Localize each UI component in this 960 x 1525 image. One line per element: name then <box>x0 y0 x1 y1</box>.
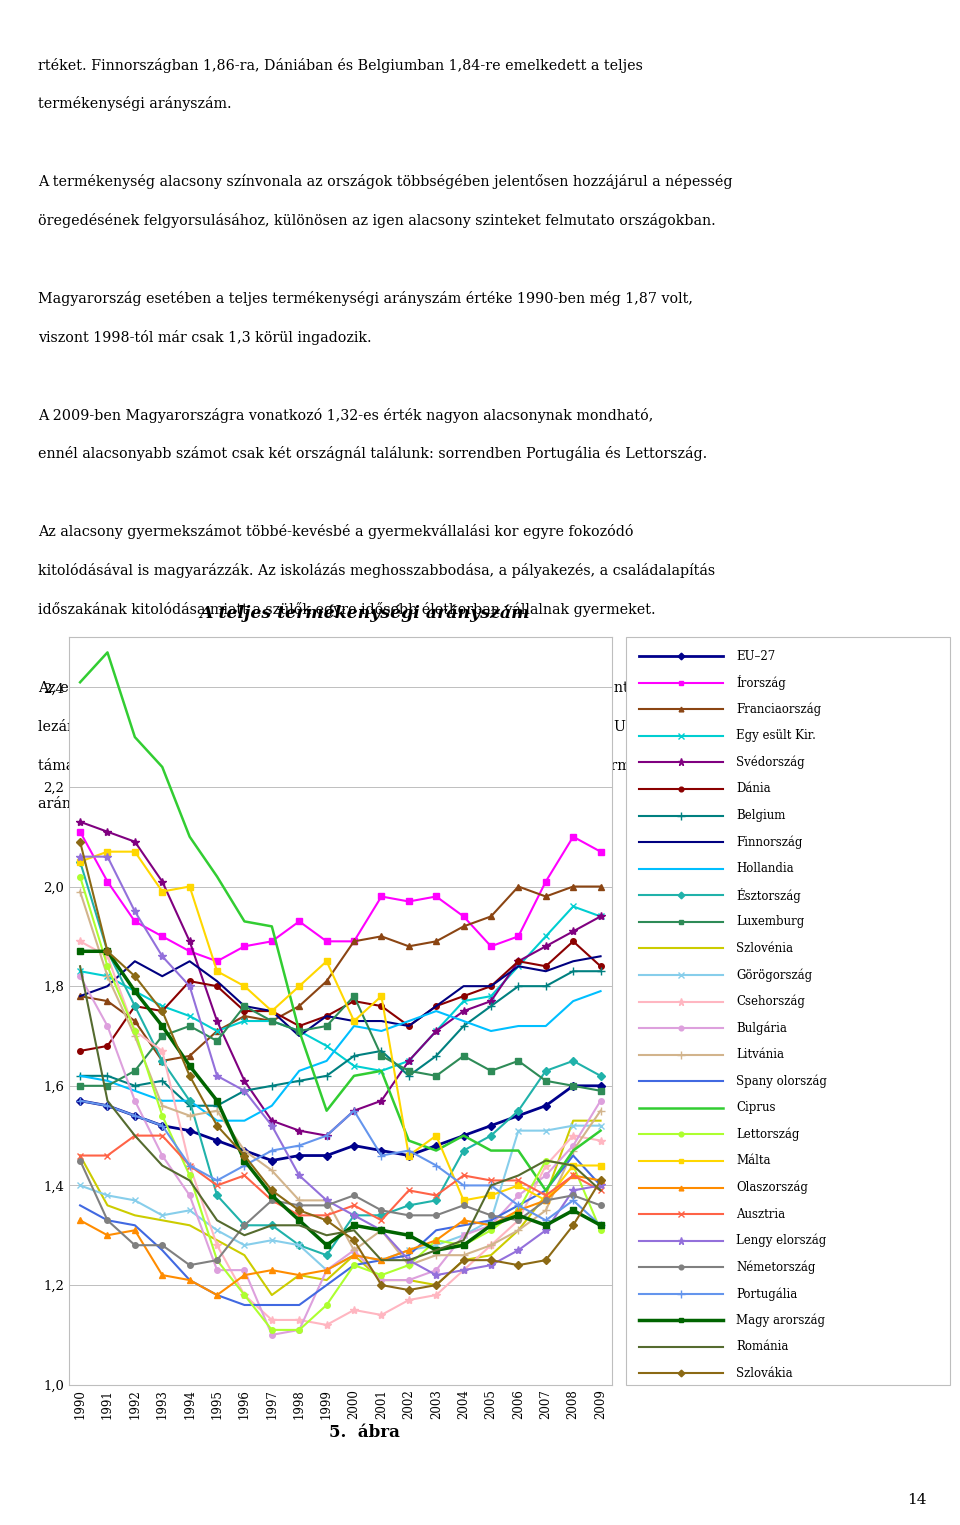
Text: Luxemburg: Luxemburg <box>736 915 804 929</box>
Text: EU–27: EU–27 <box>736 650 776 663</box>
Text: Szlovénia: Szlovénia <box>736 942 793 955</box>
Text: Belgium: Belgium <box>736 810 785 822</box>
Text: Lengy elország: Lengy elország <box>736 1234 827 1247</box>
Text: Olaszország: Olaszország <box>736 1180 808 1194</box>
Text: Portugália: Portugália <box>736 1287 798 1301</box>
Text: viszont 1998-tól már csak 1,3 körül ingadozik.: viszont 1998-tól már csak 1,3 körül inga… <box>38 329 372 345</box>
Text: Egy esült Kir.: Egy esült Kir. <box>736 729 816 743</box>
Text: kitolódásával is magyarázzák. Az iskolázás meghosszabbodása, a pályakezés, a csa: kitolódásával is magyarázzák. Az iskoláz… <box>38 563 715 578</box>
Text: Málta: Málta <box>736 1154 771 1168</box>
Text: 5.  ábra: 5. ábra <box>329 1424 400 1441</box>
Text: Magyarország esetében a teljes termékenységi arányszám értéke 1990-ben még 1,87 : Magyarország esetében a teljes termékeny… <box>38 291 693 307</box>
Text: Szlovákia: Szlovákia <box>736 1366 793 1380</box>
Text: Svédország: Svédország <box>736 756 804 769</box>
FancyBboxPatch shape <box>626 637 950 1385</box>
Text: Németország: Németország <box>736 1261 816 1273</box>
Text: Írország: Írország <box>736 676 786 691</box>
Text: termékenységi arányszám.: termékenységi arányszám. <box>38 96 232 111</box>
Text: Az európai országok és az EUROSTAT prognózisai is azzal számolnak, hogy a fenti : Az európai országok és az EUROSTAT progn… <box>38 680 701 695</box>
Text: Lettország: Lettország <box>736 1127 800 1141</box>
Text: Románia: Románia <box>736 1340 788 1353</box>
Text: Az alacsony gyermekszámot többé-kevésbé a gyermekvállalási kor egyre fokozódó: Az alacsony gyermekszámot többé-kevésbé … <box>38 525 634 540</box>
Text: Ausztria: Ausztria <box>736 1208 785 1220</box>
Text: Bulgária: Bulgária <box>736 1022 787 1035</box>
Text: Hollandia: Hollandia <box>736 862 794 875</box>
Text: arányszám 2002-es 1,45-ről 2008-ra 1,6-re emelkedett.: arányszám 2002-es 1,45-ről 2008-ra 1,6-r… <box>38 796 438 811</box>
Text: A 2009-ben Magyarországra vonatkozó 1,32-es érték nagyon alacsonynak mondható,: A 2009-ben Magyarországra vonatkozó 1,32… <box>38 407 654 422</box>
Text: A teljes termékenységi arányszám: A teljes termékenységi arányszám <box>200 605 530 622</box>
Text: Franciaország: Franciaország <box>736 703 822 717</box>
Text: Magy arország: Magy arország <box>736 1313 826 1327</box>
Text: A termékenység alacsony színvonala az országok többségében jelentősen hozzájárul: A termékenység alacsony színvonala az or… <box>38 174 732 189</box>
Text: lezárulását követően a jövőben fokozatosan emelkedik majd a gyermekszám az Uniób: lezárulását követően a jövőben fokozatos… <box>38 718 708 734</box>
Text: öregedésének felgyorsulásához, különösen az igen alacsony szinteket felmutato or: öregedésének felgyorsulásához, különösen… <box>38 214 716 229</box>
Text: Finnország: Finnország <box>736 836 803 849</box>
Text: Ciprus: Ciprus <box>736 1101 776 1115</box>
Text: Litvánia: Litvánia <box>736 1048 784 1061</box>
Text: rtéket. Finnországban 1,86-ra, Dániában és Belgiumban 1,84-re emelkedett a telje: rtéket. Finnországban 1,86-ra, Dániában … <box>38 58 643 73</box>
Text: Észtország: Észtország <box>736 888 801 903</box>
Text: időszakának kitolódása miatt a szülők egyre idősebb életkorban vállalnak gyermek: időszakának kitolódása miatt a szülők eg… <box>38 602 656 618</box>
Text: Csehország: Csehország <box>736 994 805 1008</box>
Text: Spany olország: Spany olország <box>736 1075 828 1087</box>
Text: 14: 14 <box>907 1493 926 1507</box>
Text: Görögország: Görögország <box>736 968 812 982</box>
Text: ennél alacsonyabb számot csak két országnál találunk: sorrendben Portugália és L: ennél alacsonyabb számot csak két ország… <box>38 447 708 462</box>
Text: támasztja alá, hogy az Európai Unió 27 tagállamának átlagára számolt teljes term: támasztja alá, hogy az Európai Unió 27 t… <box>38 758 704 773</box>
Text: Dánia: Dánia <box>736 782 771 796</box>
